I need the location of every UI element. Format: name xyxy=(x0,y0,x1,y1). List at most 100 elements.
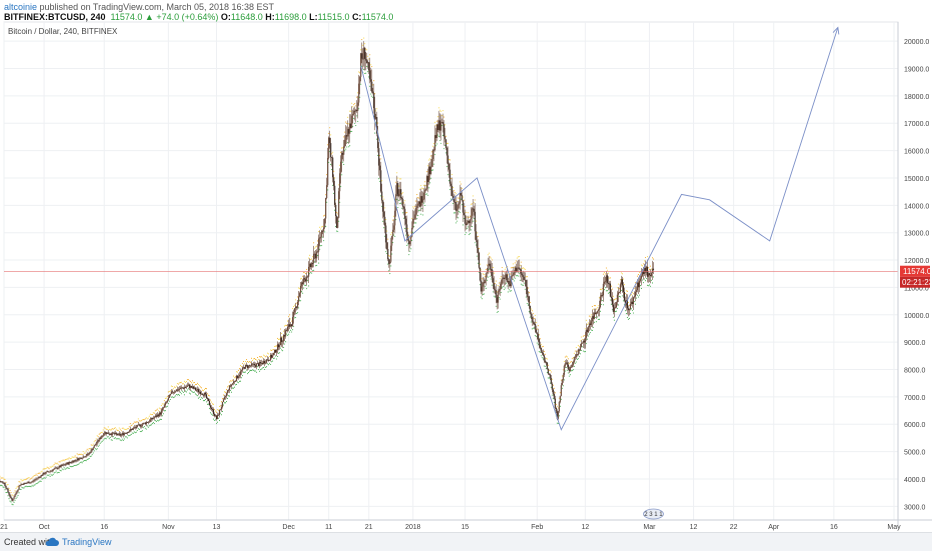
indicator-dot-upper xyxy=(487,254,489,256)
indicator-dot-lower xyxy=(486,279,488,281)
indicator-dot-upper xyxy=(623,284,625,286)
candle-body xyxy=(151,417,153,420)
candle-body xyxy=(54,467,56,469)
indicator-dot-upper xyxy=(393,215,395,217)
candle-body xyxy=(516,268,518,272)
indicator-dot-upper xyxy=(69,458,71,460)
candle-body xyxy=(498,290,500,292)
indicator-dot-lower xyxy=(193,391,195,393)
indicator-dot-upper xyxy=(432,145,434,147)
indicator-dot-lower xyxy=(408,254,410,256)
candle-body xyxy=(20,484,22,486)
indicator-dot-upper xyxy=(625,290,627,292)
indicator-dot-lower xyxy=(412,231,414,233)
indicator-dot-upper xyxy=(275,345,277,347)
indicator-dot-upper xyxy=(560,379,562,381)
indicator-dot-upper xyxy=(364,43,366,45)
candle-body xyxy=(276,350,278,353)
candle-body xyxy=(436,124,438,139)
candle-body xyxy=(593,312,595,319)
indicator-dot-lower xyxy=(33,484,35,486)
indicator-dot-upper xyxy=(428,159,430,161)
indicator-dot-upper xyxy=(231,379,234,381)
indicator-dot-upper xyxy=(401,193,403,195)
price-chart[interactable]: 3000.04000.05000.06000.07000.08000.09000… xyxy=(0,0,932,532)
indicator-dot-lower xyxy=(283,346,285,349)
indicator-dot-upper xyxy=(436,120,438,122)
candle-body xyxy=(277,344,279,351)
candle-body xyxy=(495,290,497,298)
indicator-dot-upper xyxy=(158,407,160,409)
indicator-dot-lower xyxy=(409,250,411,252)
indicator-dot-lower xyxy=(558,415,560,417)
candle-body xyxy=(566,362,568,365)
candle-body xyxy=(513,272,515,275)
indicator-dot-lower xyxy=(123,438,125,440)
candle-body xyxy=(579,347,581,351)
y-tick-label: 20000.0 xyxy=(904,39,929,46)
indicator-dot-upper xyxy=(505,267,507,269)
indicator-dot-upper xyxy=(652,258,655,260)
events-badge[interactable]: 2 3 1 1 xyxy=(643,508,664,520)
candle-body xyxy=(103,433,105,436)
candle-body xyxy=(84,456,86,458)
indicator-dot-upper xyxy=(627,301,629,303)
indicator-dot-upper xyxy=(104,427,106,429)
indicator-dot-upper xyxy=(447,142,449,144)
candle-body xyxy=(350,123,352,128)
indicator-dot-upper xyxy=(166,395,168,397)
indicator-dot-lower xyxy=(531,328,533,330)
candle-body xyxy=(21,483,23,485)
candle-body xyxy=(454,202,456,203)
indicator-dot-lower xyxy=(374,132,376,134)
indicator-dot-lower xyxy=(246,373,249,375)
trend-drawing[interactable] xyxy=(360,26,840,431)
indicator-dot-upper xyxy=(637,274,639,276)
candle-body xyxy=(197,389,200,393)
indicator-dot-upper xyxy=(575,347,577,349)
candle-body xyxy=(444,136,446,140)
candle-body xyxy=(292,317,294,327)
candle-body xyxy=(321,230,323,237)
indicator-dot-upper xyxy=(184,381,186,384)
indicator-dot-upper xyxy=(388,254,390,256)
indicator-dot-lower xyxy=(509,290,511,292)
author-link[interactable]: altcoinie xyxy=(4,2,38,12)
indicator-dot-lower xyxy=(219,412,222,414)
indicator-dot-upper xyxy=(84,452,86,454)
indicator-dot-lower xyxy=(649,285,651,287)
indicator-dot-upper xyxy=(212,403,215,405)
candle-body xyxy=(347,128,349,137)
candle-body xyxy=(649,275,652,277)
indicator-dot-upper xyxy=(202,390,204,392)
candle-body xyxy=(590,321,592,326)
candle-body xyxy=(235,375,238,382)
indicator-dot-upper xyxy=(362,44,364,46)
indicator-dot-upper xyxy=(31,477,33,479)
indicator-dot-upper xyxy=(226,386,229,388)
indicator-dot-lower xyxy=(572,369,574,371)
candle-body xyxy=(94,444,96,446)
indicator-dot-upper xyxy=(594,305,596,307)
indicator-dot-upper xyxy=(385,219,387,221)
indicator-dot-upper xyxy=(66,458,68,460)
indicator-dot-upper xyxy=(574,350,576,352)
indicator-dot-lower xyxy=(6,491,8,494)
candle-body xyxy=(6,488,8,490)
indicator-dot-upper xyxy=(159,408,161,410)
candle-body xyxy=(122,433,124,436)
indicator-dot-upper xyxy=(70,457,72,459)
indicator-dot-lower xyxy=(604,287,606,289)
candle-body xyxy=(365,59,367,61)
candle-body xyxy=(150,417,152,420)
x-tick-label: 2018 xyxy=(405,524,421,531)
indicator-dot-upper xyxy=(314,247,316,249)
indicator-dot-lower xyxy=(172,397,174,399)
indicator-dot-upper xyxy=(636,275,638,277)
candle-body xyxy=(483,282,485,284)
tradingview-link[interactable]: TradingView xyxy=(62,537,112,547)
indicator-dot-lower xyxy=(49,475,51,477)
indicator-dot-lower xyxy=(469,233,471,235)
indicator-dot-lower xyxy=(370,93,372,95)
trend-projection-line[interactable] xyxy=(360,27,839,431)
